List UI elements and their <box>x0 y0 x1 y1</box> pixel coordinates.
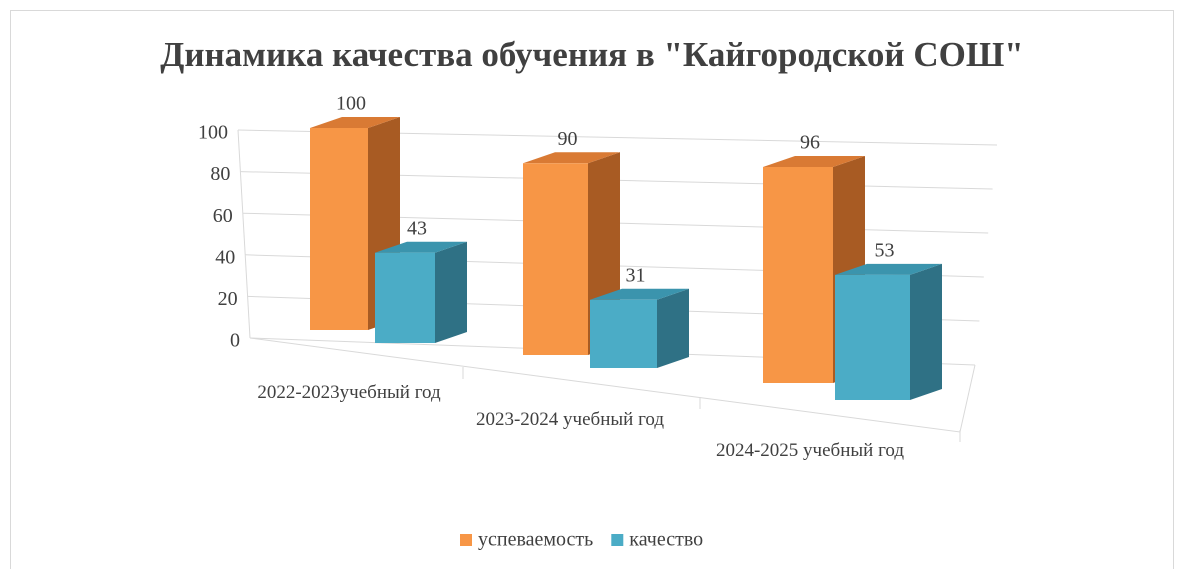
bar <box>763 167 833 383</box>
data-label: 96 <box>800 132 820 154</box>
bar-top <box>590 288 689 300</box>
bar <box>375 252 435 343</box>
bar-top <box>375 241 467 253</box>
bar <box>310 128 368 330</box>
x-tick-label: 2023-2024 учебный год <box>475 409 665 430</box>
data-label: 100 <box>336 93 366 115</box>
bar-side <box>657 288 689 368</box>
y-tick-label: 40 <box>215 246 235 268</box>
bar <box>835 274 910 400</box>
legend-swatch <box>611 534 624 546</box>
bar <box>590 299 657 368</box>
y-tick-label: 20 <box>218 288 238 310</box>
data-label: 53 <box>875 240 895 262</box>
legend-label: успеваемость <box>478 529 593 551</box>
y-tick-label: 80 <box>210 163 230 185</box>
data-label: 43 <box>407 217 427 239</box>
left-wall <box>237 129 251 339</box>
bar-top <box>835 263 942 275</box>
x-tick-label: 2024-2025 учебный год <box>715 440 905 461</box>
bar-side <box>435 241 467 343</box>
data-label: 90 <box>558 128 578 150</box>
y-tick-label: 60 <box>213 205 233 227</box>
data-label: 31 <box>626 264 646 286</box>
bar-top <box>523 152 620 164</box>
legend-swatch <box>460 534 472 546</box>
y-tick-label: 100 <box>198 122 228 144</box>
x-tick-label: 2022-2023учебный год <box>257 382 441 403</box>
legend-label: качество <box>629 529 703 551</box>
bar <box>523 163 588 355</box>
bar-top <box>310 117 400 128</box>
bar-side <box>910 263 942 400</box>
y-tick-label: 0 <box>230 330 240 352</box>
bar-top <box>763 156 865 167</box>
chart-title: Динамика качества обучения в "Кайгородск… <box>160 35 1023 74</box>
